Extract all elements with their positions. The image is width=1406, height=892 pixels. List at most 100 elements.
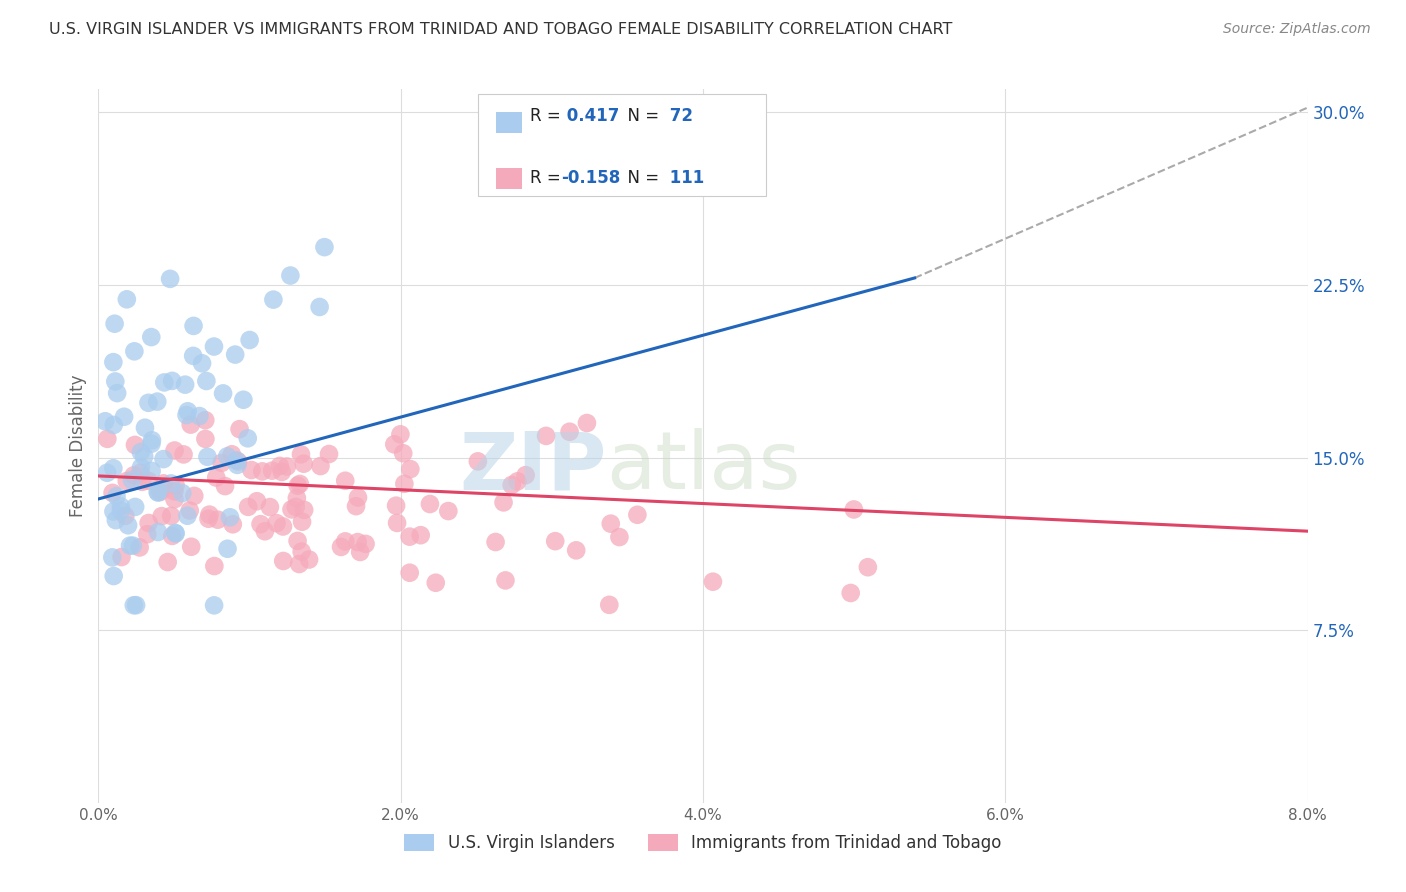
Point <box>180 540 202 554</box>
Point <box>318 447 340 461</box>
Point <box>839 586 862 600</box>
Point <box>146 485 169 500</box>
Point <box>212 386 235 401</box>
Point <box>172 486 194 500</box>
Point <box>165 478 187 492</box>
Point <box>575 416 598 430</box>
Point <box>141 436 163 450</box>
Point <box>128 541 150 555</box>
Text: 111: 111 <box>664 169 704 187</box>
Point <box>291 515 314 529</box>
Point <box>103 504 125 518</box>
Point <box>211 456 233 470</box>
Point <box>392 446 415 460</box>
Point <box>188 409 211 423</box>
Point <box>298 552 321 566</box>
Point <box>131 475 153 489</box>
Point <box>249 517 271 532</box>
Point <box>271 554 294 568</box>
Point <box>110 504 132 518</box>
Point <box>222 517 245 532</box>
Point <box>270 465 292 479</box>
Point <box>276 459 298 474</box>
Point <box>626 508 648 522</box>
Point <box>214 479 236 493</box>
Point <box>173 447 195 461</box>
Point <box>153 376 176 390</box>
Point <box>330 540 353 554</box>
Point <box>129 466 152 480</box>
Point <box>266 516 288 530</box>
Point <box>492 495 515 509</box>
Text: N =: N = <box>617 169 665 187</box>
Point <box>207 513 229 527</box>
Point <box>115 293 138 307</box>
Legend: U.S. Virgin Islanders, Immigrants from Trinidad and Tobago: U.S. Virgin Islanders, Immigrants from T… <box>398 827 1008 859</box>
Point <box>176 508 198 523</box>
Point <box>544 534 567 549</box>
Point <box>121 473 143 487</box>
Point <box>103 355 125 369</box>
Point <box>309 458 332 473</box>
Point <box>385 499 408 513</box>
Point <box>398 530 420 544</box>
Point <box>382 437 405 451</box>
Text: Source: ZipAtlas.com: Source: ZipAtlas.com <box>1223 22 1371 37</box>
Point <box>226 454 249 468</box>
Text: ZIP: ZIP <box>458 428 606 507</box>
Point <box>842 502 865 516</box>
Point <box>160 374 183 388</box>
Point <box>259 500 281 514</box>
Point <box>152 476 174 491</box>
Point <box>177 404 200 418</box>
Point <box>232 392 254 407</box>
Point <box>101 486 124 500</box>
Point <box>262 293 284 307</box>
Point <box>162 529 184 543</box>
Point <box>96 466 118 480</box>
Point <box>163 492 186 507</box>
Point <box>149 485 172 500</box>
Point <box>103 569 125 583</box>
Point <box>202 599 225 613</box>
Point <box>176 408 198 422</box>
Point <box>389 427 412 442</box>
Point <box>599 516 621 531</box>
Text: -0.158: -0.158 <box>561 169 620 187</box>
Point <box>399 462 422 476</box>
Point <box>117 518 139 533</box>
Point <box>335 534 357 549</box>
Point <box>174 377 197 392</box>
Point <box>138 474 160 488</box>
Point <box>118 539 141 553</box>
Point <box>409 528 432 542</box>
Point <box>253 524 276 539</box>
Text: U.S. VIRGIN ISLANDER VS IMMIGRANTS FROM TRINIDAD AND TOBAGO FEMALE DISABILITY CO: U.S. VIRGIN ISLANDER VS IMMIGRANTS FROM … <box>49 22 953 37</box>
Point <box>122 539 145 553</box>
Point <box>534 429 557 443</box>
Point <box>138 396 160 410</box>
Point <box>110 549 132 564</box>
Point <box>160 508 183 523</box>
Point <box>160 476 183 491</box>
Point <box>225 453 247 467</box>
Point <box>165 526 187 541</box>
Text: R =: R = <box>530 169 567 187</box>
Point <box>146 524 169 539</box>
Point <box>501 478 523 492</box>
Point <box>246 494 269 508</box>
Point <box>181 349 204 363</box>
Point <box>183 318 205 333</box>
Point <box>104 513 127 527</box>
Point <box>609 530 631 544</box>
Point <box>226 458 249 472</box>
Point <box>180 417 202 432</box>
Point <box>290 447 312 461</box>
Point <box>288 477 311 491</box>
Point <box>484 535 506 549</box>
Point <box>129 445 152 459</box>
Point <box>124 344 146 359</box>
Point <box>122 468 145 483</box>
Point <box>287 533 309 548</box>
Point <box>291 544 314 558</box>
